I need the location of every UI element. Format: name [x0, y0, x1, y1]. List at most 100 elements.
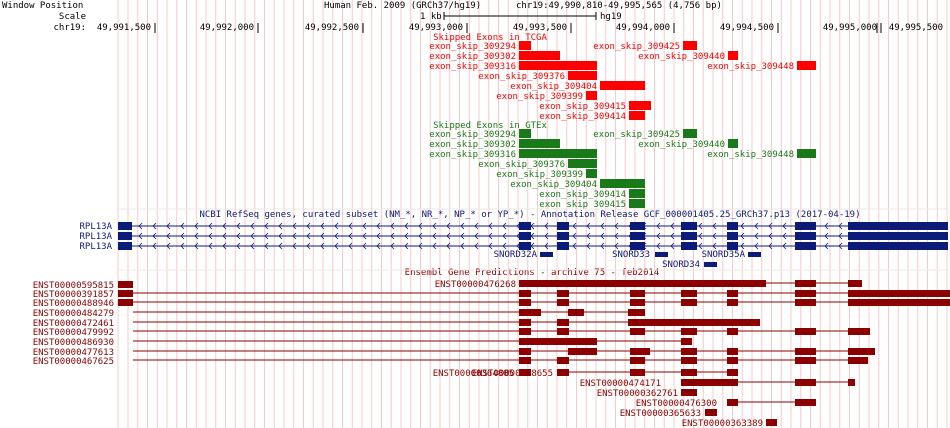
ensembl-exon[interactable]: [118, 299, 133, 306]
refseq-exon[interactable]: [727, 242, 738, 250]
ensembl-exon[interactable]: [727, 357, 738, 364]
refseq-exon[interactable]: [727, 222, 738, 230]
refseq-exon[interactable]: [862, 232, 948, 240]
ensembl-exon[interactable]: [848, 290, 950, 297]
ensembl-exon[interactable]: [519, 319, 531, 326]
refseq-exon[interactable]: [118, 222, 132, 230]
tcga-feature[interactable]: [568, 71, 597, 80]
ensembl-exon[interactable]: [795, 280, 816, 287]
refseq-exon[interactable]: [795, 232, 816, 240]
gtex-feature[interactable]: [629, 189, 645, 198]
tcga-feature[interactable]: [629, 101, 651, 110]
refseq-exon[interactable]: [118, 242, 132, 250]
refseq-exon[interactable]: [557, 222, 569, 230]
ensembl-exon[interactable]: [519, 328, 531, 335]
ensembl-exon[interactable]: [727, 328, 738, 335]
snord-feature[interactable]: [540, 252, 553, 257]
ensembl-exon[interactable]: [630, 369, 645, 376]
ensembl-exon[interactable]: [681, 338, 692, 345]
tcga-feature[interactable]: [519, 61, 597, 70]
gtex-feature[interactable]: [683, 129, 697, 138]
tcga-feature[interactable]: [519, 51, 560, 60]
refseq-exon[interactable]: [681, 242, 697, 250]
ensembl-exon[interactable]: [519, 357, 531, 364]
ensembl-exon[interactable]: [628, 319, 760, 326]
ensembl-exon[interactable]: [118, 290, 133, 297]
ensembl-exon[interactable]: [727, 399, 738, 406]
gtex-feature[interactable]: [519, 149, 597, 158]
ensembl-exon[interactable]: [766, 419, 777, 426]
gtex-feature[interactable]: [586, 169, 597, 178]
ensembl-exon[interactable]: [630, 290, 645, 297]
ensembl-exon[interactable]: [681, 369, 697, 376]
tcga-feature[interactable]: [797, 61, 816, 70]
ensembl-exon[interactable]: [795, 348, 816, 355]
refseq-exon[interactable]: [630, 232, 645, 240]
refseq-exon[interactable]: [519, 222, 531, 230]
ensembl-exon[interactable]: [557, 299, 569, 306]
ensembl-exon[interactable]: [681, 299, 697, 306]
ensembl-exon[interactable]: [727, 369, 738, 376]
tcga-feature[interactable]: [683, 41, 697, 50]
ensembl-exon[interactable]: [519, 369, 531, 376]
ensembl-exon[interactable]: [795, 328, 816, 335]
ensembl-exon[interactable]: [795, 290, 816, 297]
ensembl-exon[interactable]: [557, 290, 569, 297]
ensembl-exon[interactable]: [630, 348, 650, 355]
snord-feature[interactable]: [704, 262, 717, 267]
tcga-feature[interactable]: [519, 41, 531, 50]
gtex-feature[interactable]: [519, 139, 560, 148]
tcga-feature[interactable]: [586, 91, 597, 100]
tcga-feature[interactable]: [629, 111, 645, 120]
ensembl-exon[interactable]: [848, 348, 875, 355]
refseq-exon[interactable]: [862, 222, 948, 230]
refseq-exon[interactable]: [727, 232, 738, 240]
ensembl-exon[interactable]: [628, 309, 645, 316]
gtex-feature[interactable]: [728, 139, 738, 148]
gtex-feature[interactable]: [568, 159, 597, 168]
refseq-exon[interactable]: [630, 242, 645, 250]
ensembl-exon[interactable]: [568, 348, 597, 355]
ensembl-exon[interactable]: [681, 357, 697, 364]
ensembl-exon[interactable]: [630, 299, 645, 306]
ensembl-exon[interactable]: [681, 389, 697, 396]
refseq-exon[interactable]: [557, 232, 569, 240]
gtex-feature[interactable]: [629, 199, 645, 208]
refseq-exon[interactable]: [630, 222, 645, 230]
refseq-exon[interactable]: [795, 222, 816, 230]
ensembl-exon[interactable]: [848, 328, 870, 335]
ensembl-exon[interactable]: [519, 338, 597, 345]
ensembl-exon[interactable]: [848, 299, 950, 306]
ensembl-exon[interactable]: [519, 309, 541, 316]
ensembl-exon[interactable]: [795, 299, 816, 306]
gtex-feature[interactable]: [797, 149, 816, 158]
ensembl-exon[interactable]: [727, 299, 738, 306]
refseq-exon[interactable]: [848, 232, 862, 240]
refseq-exon[interactable]: [681, 222, 697, 230]
ensembl-exon[interactable]: [848, 280, 862, 287]
refseq-exon[interactable]: [848, 222, 862, 230]
refseq-exon[interactable]: [557, 242, 569, 250]
ensembl-exon[interactable]: [557, 357, 569, 364]
tcga-feature[interactable]: [600, 81, 645, 90]
ensembl-exon[interactable]: [681, 290, 697, 297]
refseq-exon[interactable]: [848, 242, 862, 250]
tcga-feature[interactable]: [728, 51, 738, 60]
ensembl-exon[interactable]: [630, 328, 645, 335]
gtex-feature[interactable]: [600, 179, 645, 188]
ensembl-exon[interactable]: [848, 379, 855, 386]
ensembl-exon[interactable]: [705, 409, 717, 416]
ensembl-exon[interactable]: [519, 290, 531, 297]
ensembl-exon[interactable]: [681, 379, 738, 386]
ensembl-exon[interactable]: [795, 357, 816, 364]
refseq-exon[interactable]: [681, 232, 697, 240]
ensembl-exon[interactable]: [557, 369, 569, 376]
ensembl-exon[interactable]: [557, 328, 569, 335]
refseq-exon[interactable]: [519, 232, 531, 240]
refseq-exon[interactable]: [519, 242, 531, 250]
refseq-exon[interactable]: [795, 242, 816, 250]
ensembl-exon[interactable]: [568, 309, 584, 316]
ensembl-exon[interactable]: [630, 357, 645, 364]
snord-feature[interactable]: [748, 252, 761, 257]
